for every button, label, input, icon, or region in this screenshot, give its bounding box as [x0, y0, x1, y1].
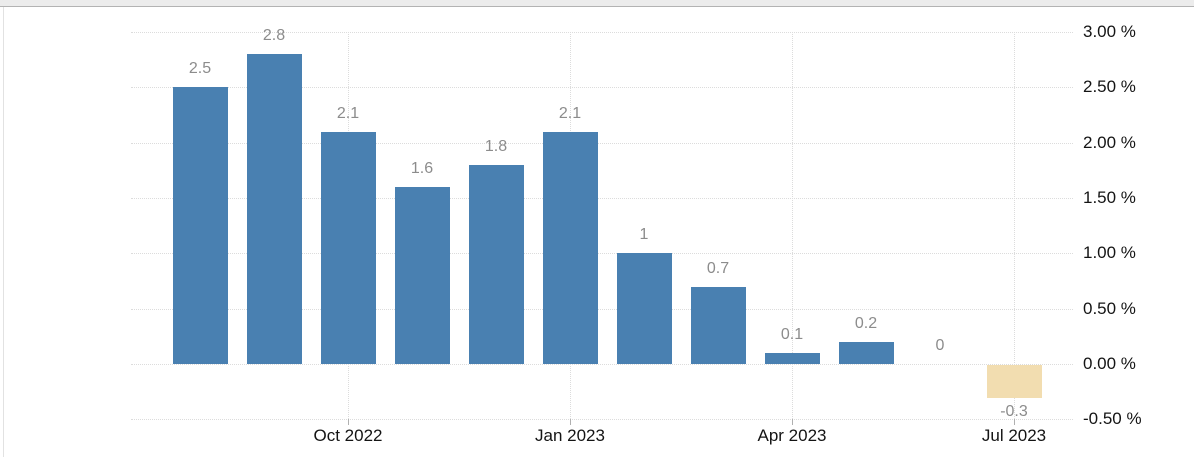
x-axis-label: Apr 2023: [757, 426, 827, 445]
y-axis-label: 0.00 %: [1083, 354, 1136, 373]
h-gridline: [131, 419, 1073, 421]
x-axis-tick: [348, 419, 349, 426]
bar-value-label: 2.8: [262, 27, 286, 45]
bar-value-label: 2.5: [188, 60, 212, 78]
chart-bar[interactable]: [394, 186, 450, 364]
chart-bar[interactable]: [986, 365, 1042, 399]
h-gridline: [131, 87, 1073, 89]
y-axis-label: 2.00 %: [1083, 132, 1136, 152]
x-axis-label: Oct 2022: [313, 426, 383, 445]
container-left-border: [3, 7, 4, 457]
y-axis-label: 1.50 %: [1083, 187, 1136, 207]
bar-value-label: 0.2: [854, 314, 878, 332]
chart-bar[interactable]: [542, 131, 598, 364]
x-axis-label: Jan 2023: [535, 426, 605, 445]
x-axis-tick: [1014, 419, 1015, 426]
chart-bar[interactable]: [468, 164, 524, 364]
h-gridline: [131, 308, 1073, 310]
h-gridline: [131, 142, 1073, 144]
y-axis-label: 0.50 %: [1083, 298, 1136, 318]
h-gridline: [131, 364, 1073, 365]
bar-value-label: 2.1: [558, 104, 582, 122]
y-axis-label: 1.00 %: [1083, 243, 1136, 263]
x-axis-label: Jul 2023: [981, 426, 1047, 445]
chart-bar[interactable]: [246, 54, 302, 364]
bar-value-label: -0.3: [1000, 403, 1028, 421]
chart-bar[interactable]: [838, 341, 894, 364]
h-gridline: [131, 253, 1073, 255]
h-gridline: [131, 31, 1073, 33]
bar-value-label: 0.7: [706, 259, 730, 277]
chart-bar[interactable]: [616, 253, 672, 364]
v-gridline: [1014, 31, 1015, 420]
bar-value-label: 1.6: [410, 159, 434, 177]
chart-bar[interactable]: [172, 87, 228, 364]
y-axis-label: 2.50 %: [1083, 77, 1136, 97]
h-gridline: [131, 197, 1073, 199]
chart-bar[interactable]: [764, 352, 820, 364]
x-axis-tick: [792, 419, 793, 426]
top-scrollbar-track[interactable]: [0, 0, 1194, 7]
bar-value-label: 2.1: [336, 104, 360, 122]
v-gridline: [792, 31, 793, 420]
y-axis-label: -0.50 %: [1083, 409, 1142, 429]
bar-value-label: 0.1: [780, 325, 804, 343]
x-axis-tick: [570, 419, 571, 426]
y-axis-label: 3.00 %: [1083, 21, 1136, 41]
bar-value-label: 0: [935, 337, 945, 354]
chart-bar[interactable]: [690, 286, 746, 364]
bar-value-label: 1.8: [484, 137, 508, 155]
bar-value-label: 1: [639, 226, 649, 244]
chart-bar[interactable]: [320, 131, 376, 364]
